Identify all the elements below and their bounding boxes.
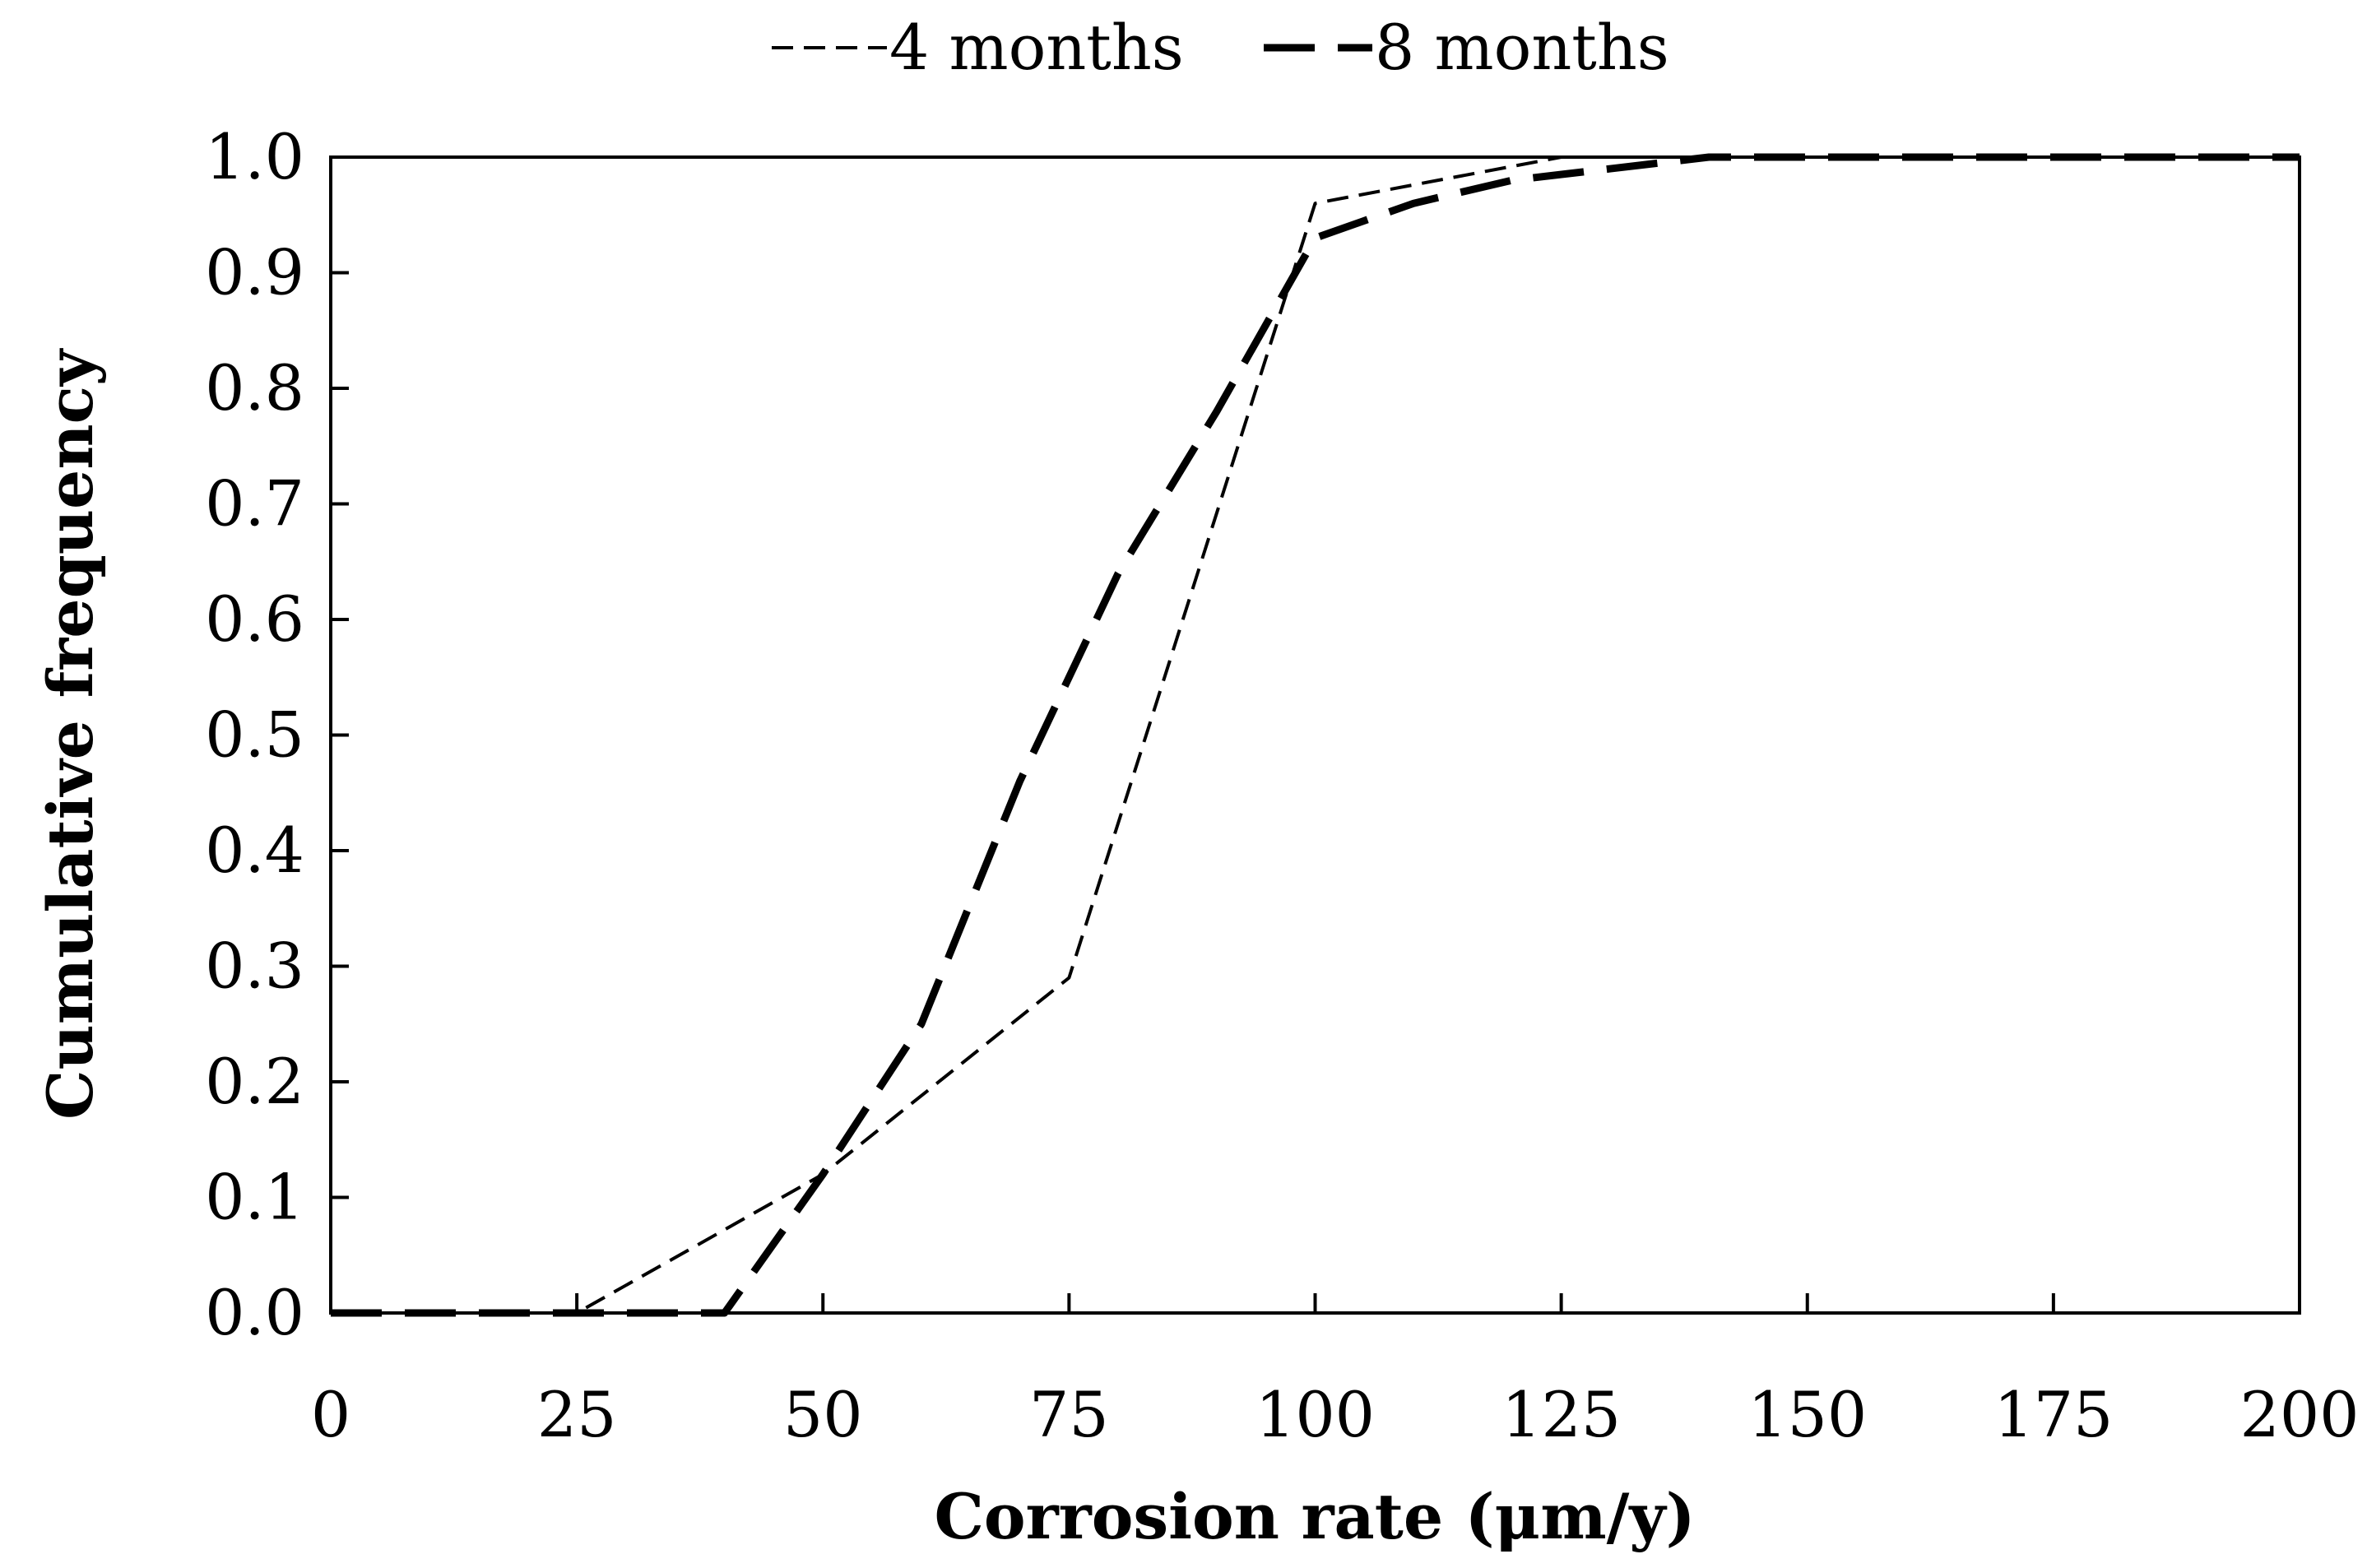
x-tick-label: 100	[1255, 1378, 1375, 1451]
y-axis-title: Cumulative frequency	[34, 348, 107, 1120]
y-tick-label: 0.1	[205, 1161, 304, 1234]
y-tick-label: 0.6	[205, 582, 304, 656]
legend-label-4-months: 4 months	[889, 11, 1184, 84]
x-tick-label: 125	[1501, 1378, 1621, 1451]
legend-label-8-months: 8 months	[1375, 11, 1669, 84]
y-tick-label: 0.7	[205, 467, 304, 540]
x-tick-label: 75	[1029, 1378, 1109, 1451]
x-tick-label: 175	[1993, 1378, 2113, 1451]
plot-area-frame	[329, 155, 2301, 1315]
x-tick-label: 150	[1747, 1378, 1867, 1451]
series-line-8-months	[331, 153, 2300, 1317]
y-tick-label: 0.9	[205, 236, 304, 309]
x-tick-label: 200	[2239, 1378, 2359, 1451]
x-tick-label: 50	[783, 1378, 863, 1451]
y-tick-label: 1.0	[205, 120, 304, 193]
series-layer	[331, 153, 2300, 1317]
x-tick-label: 0	[311, 1378, 350, 1451]
legend: 4 months 8 months	[772, 11, 1669, 84]
y-tick-label: 0.5	[205, 698, 304, 772]
y-tick-label: 0.3	[205, 930, 304, 1003]
y-tick-label: 0.2	[205, 1045, 304, 1118]
y-tick-label: 0.8	[205, 351, 304, 424]
y-tick-label: 0.4	[205, 814, 304, 887]
series-line-4-months	[331, 155, 2300, 1315]
x-axis: 0 25 50 75 100 125 150 175 200	[311, 1293, 2360, 1451]
y-axis: 0.0 0.1 0.2 0.3 0.4 0.5 0.6 0.7 0.8 0.9 1.0	[205, 120, 349, 1349]
x-tick-label: 25	[537, 1378, 617, 1451]
y-tick-label: 0.0	[205, 1276, 304, 1349]
x-axis-title: Corrosion rate (μm/y)	[934, 1480, 1695, 1553]
